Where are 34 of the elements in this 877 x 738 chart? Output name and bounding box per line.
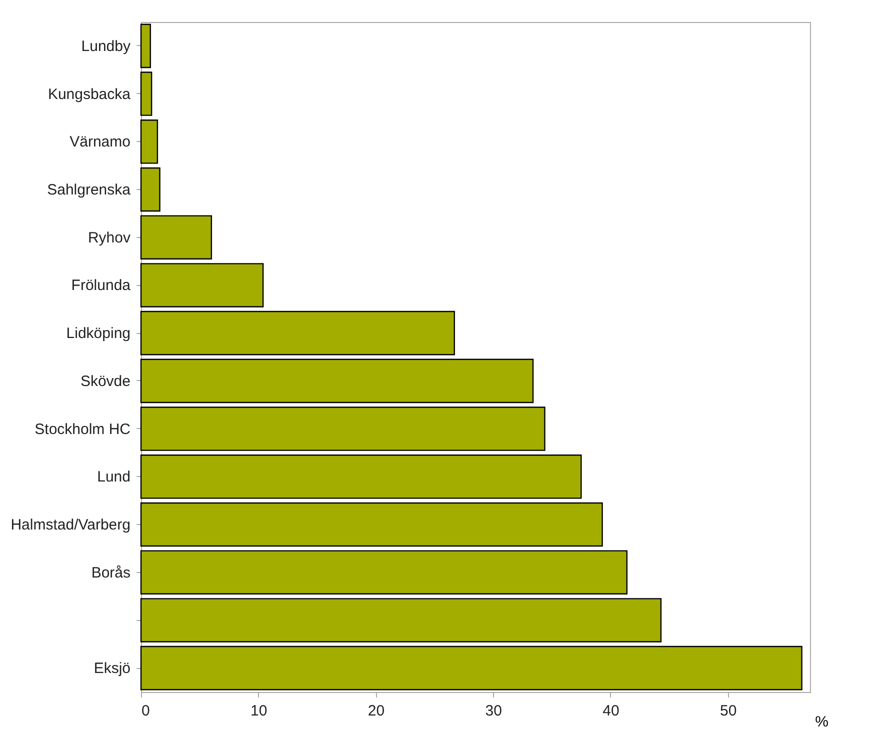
x-tick-label: 20	[368, 702, 385, 720]
bar	[140, 550, 628, 594]
x-tick-label: 40	[602, 702, 620, 720]
bar	[140, 502, 603, 547]
bar	[140, 215, 212, 260]
bar	[140, 263, 264, 308]
bar	[140, 598, 662, 642]
y-tick-label: Skövde	[80, 372, 130, 390]
y-tick-label: Eksjö	[94, 660, 130, 678]
x-tick-label: 50	[720, 702, 737, 720]
bar	[140, 646, 802, 690]
bar	[140, 167, 160, 212]
bar	[140, 406, 546, 451]
y-tick-label: Lidköping	[66, 325, 130, 342]
bar	[140, 358, 534, 404]
bar	[140, 72, 152, 116]
y-tick-label: Lund	[97, 468, 130, 486]
bar	[140, 310, 455, 356]
x-tick-label: 10	[250, 702, 268, 720]
y-tick-label: Stockholm HC	[34, 420, 131, 438]
y-tick-label: Värnamo	[70, 134, 130, 151]
bar	[140, 120, 158, 164]
bar	[140, 24, 151, 68]
x-tick-label: 30	[485, 702, 502, 720]
bar	[140, 454, 582, 499]
y-tick-label: Halmstad/Varberg	[10, 516, 130, 534]
x-axis-title: %	[815, 714, 828, 730]
y-tick-label: Sahlgrenska	[47, 182, 132, 198]
y-tick-label: Kungsbacka	[48, 86, 132, 103]
x-tick-label: 0	[142, 702, 150, 720]
y-tick-label: Borås	[91, 564, 130, 582]
y-tick-label: Ryhov	[88, 229, 131, 246]
y-tick-label: Lundby	[81, 38, 131, 55]
y-tick-label: Frölunda	[71, 277, 132, 294]
